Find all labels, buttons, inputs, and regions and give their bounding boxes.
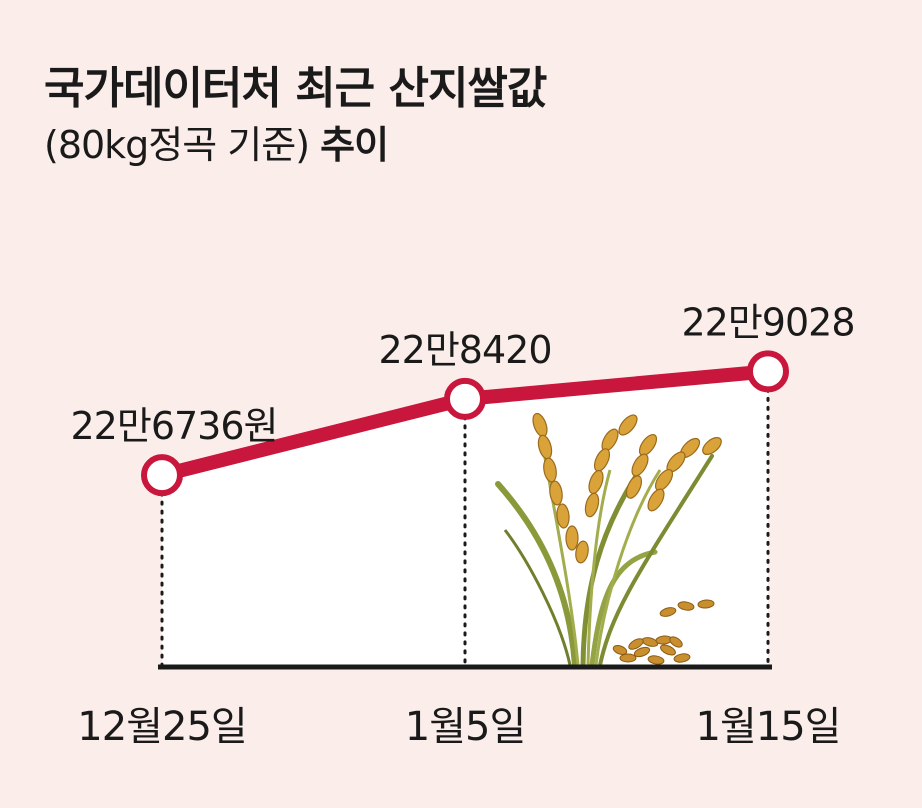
data-point-1 — [141, 454, 183, 497]
data-label-2: 22만8420 — [378, 328, 551, 372]
title-block: 국가데이터처 최근 산지쌀값 (80kg정곡 기준) 추이 — [44, 60, 547, 172]
chart-subtitle: (80kg정곡 기준) 추이 — [44, 118, 546, 172]
chart-title: 국가데이터처 최근 산지쌀값 — [44, 63, 547, 114]
subtitle-bold: 추이 — [320, 123, 389, 167]
rice-stalks-illustration — [495, 412, 722, 668]
subtitle-prefix: (80kg정곡 기준) — [44, 123, 310, 167]
data-label-1: 22만6736원 — [71, 404, 278, 448]
x-tick-label-3: 1월15일 — [696, 704, 841, 750]
data-point-2 — [444, 377, 486, 420]
data-label-3: 22만9028 — [681, 300, 854, 344]
x-tick-label-1: 12월25일 — [77, 704, 246, 750]
data-point-3 — [747, 350, 789, 393]
x-tick-label-2: 1월5일 — [405, 704, 526, 750]
